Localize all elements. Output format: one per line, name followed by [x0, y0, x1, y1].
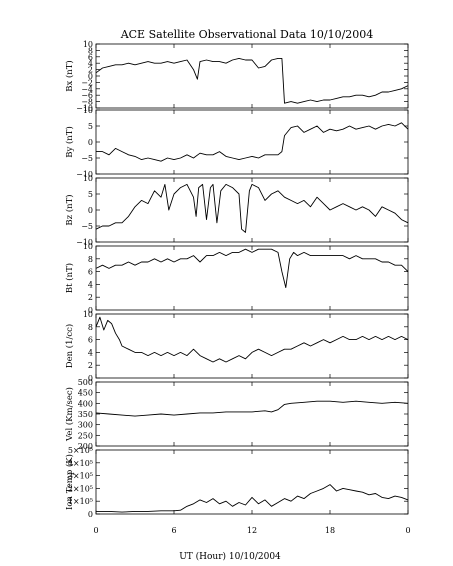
- y-tick-label: −10: [76, 170, 93, 179]
- y-tick-label: −10: [76, 104, 93, 113]
- y-tick-label: 4: [88, 348, 93, 357]
- y-tick-label: 200: [78, 442, 93, 451]
- y-tick-label: 10: [83, 106, 93, 115]
- y-tick-label: 2: [88, 66, 93, 75]
- y-axis-label: Bx (nT): [64, 60, 75, 92]
- panel-2: −10 −5 0 5 10 Bz (nT): [64, 174, 409, 247]
- y-tick-label: 500: [78, 378, 93, 387]
- y-tick-label: 10: [83, 40, 93, 49]
- series-line: [95, 316, 409, 363]
- series-line: [95, 400, 409, 417]
- y-tick-label: 2×10⁵: [68, 484, 93, 493]
- y-tick-label: 0: [88, 206, 93, 215]
- y-tick-label: 10: [83, 310, 93, 319]
- y-tick-label: 400: [78, 399, 93, 408]
- panel-4: 0 2 4 6 8 10 Den (1/cc): [64, 310, 409, 383]
- y-tick-label: 4: [88, 280, 93, 289]
- y-tick-label: 0: [88, 138, 93, 147]
- y-axis-label: Ion Temp (K): [64, 454, 75, 510]
- y-tick-label: 5×10⁵: [68, 446, 93, 455]
- y-tick-label: 0: [88, 306, 93, 315]
- y-axis-label: Bt (nT): [64, 263, 75, 293]
- panel-3: 0 2 4 6 8 10 Bt (nT): [64, 242, 409, 315]
- y-tick-label: 2: [88, 361, 93, 370]
- x-axis: 0 6 12 18 0: [93, 526, 410, 535]
- panel-frame: [95, 313, 409, 379]
- y-tick-label: 5: [88, 122, 93, 131]
- y-axis-label: Den (1/cc): [64, 324, 75, 368]
- series-line: [96, 122, 409, 162]
- x-axis-label: UT (Hour) 10/10/2004: [179, 551, 281, 562]
- y-tick-label: −10: [76, 238, 93, 247]
- series-line: [95, 183, 409, 233]
- y-tick-label: 6: [88, 53, 93, 62]
- y-axis-label: By (nT): [64, 126, 75, 158]
- y-axis-label: Bz (nT): [64, 194, 75, 225]
- y-tick-label: 8: [88, 323, 93, 332]
- y-tick-label: −5: [81, 154, 93, 163]
- y-tick-label: −2: [81, 78, 93, 87]
- y-tick-label: 250: [78, 431, 93, 440]
- y-tick-label: 6: [88, 336, 93, 345]
- x-tick-label: 12: [247, 526, 257, 535]
- x-tick-label: 6: [171, 526, 176, 535]
- y-tick-label: −6: [81, 91, 93, 100]
- y-tick-label: 6: [88, 268, 93, 277]
- y-tick-label: 2: [88, 293, 93, 302]
- panel-frame: [95, 245, 409, 311]
- panel-1: −10 −5 0 5 10 By (nT): [64, 106, 409, 179]
- x-tick-label: 18: [325, 526, 335, 535]
- series-line: [95, 57, 409, 104]
- panel-frame: [95, 43, 409, 109]
- y-tick-label: −5: [81, 222, 93, 231]
- y-tick-label: 0: [88, 374, 93, 383]
- x-tick-label: 0: [405, 526, 410, 535]
- panel-frame: [95, 449, 409, 515]
- x-tick-label: 0: [93, 526, 98, 535]
- y-tick-label: 450: [78, 389, 93, 398]
- y-tick-label: 0: [88, 510, 93, 519]
- y-tick-label: −8: [81, 98, 93, 107]
- y-axis-label: Vel (Km/sec): [64, 387, 75, 442]
- series-line: [96, 484, 409, 513]
- y-tick-label: 4×10⁵: [68, 459, 93, 468]
- y-tick-label: 0: [88, 72, 93, 81]
- y-tick-label: 10: [83, 174, 93, 183]
- y-tick-label: 1×10⁵: [68, 497, 93, 506]
- y-tick-label: 350: [78, 410, 93, 419]
- y-tick-label: 4: [88, 59, 93, 68]
- y-tick-label: 10: [83, 242, 93, 251]
- y-tick-label: 8: [88, 255, 93, 264]
- y-tick-label: −4: [81, 85, 93, 94]
- series-line: [95, 248, 409, 289]
- chart-title: ACE Satellite Observational Data 10/10/2…: [120, 28, 374, 41]
- y-tick-label: 8: [88, 46, 93, 55]
- panel-frame: [95, 177, 409, 243]
- panel-frame: [95, 109, 409, 175]
- y-tick-label: 3×10⁵: [68, 472, 93, 481]
- y-tick-label: 300: [78, 421, 93, 430]
- y-tick-label: 5: [88, 190, 93, 199]
- panel-frame: [95, 381, 409, 447]
